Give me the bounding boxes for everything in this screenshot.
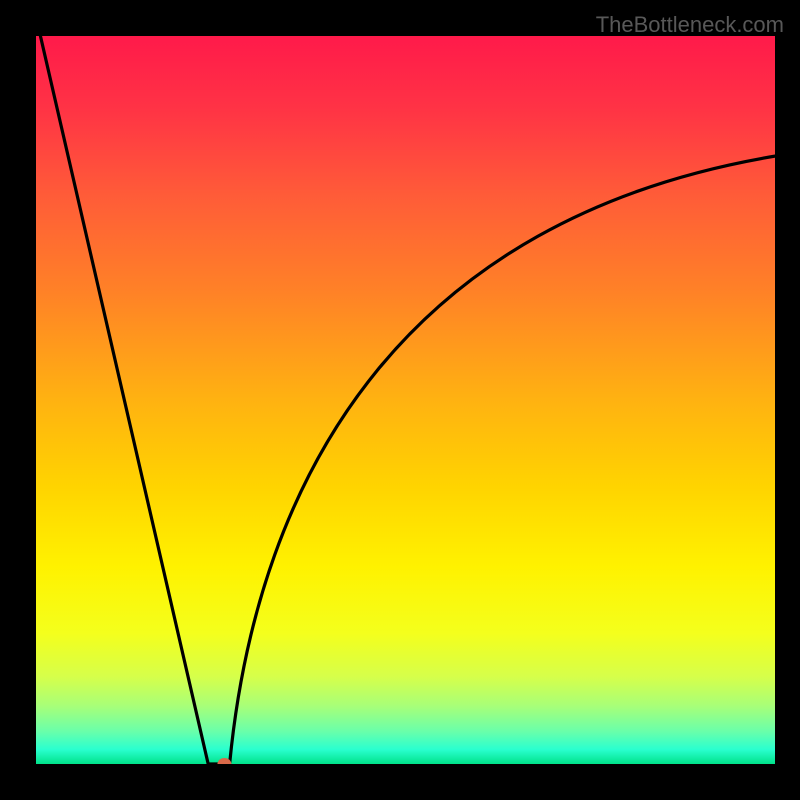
- watermark-text: TheBottleneck.com: [596, 12, 784, 38]
- bottleneck-curve: [40, 36, 775, 764]
- plot-area: [36, 36, 775, 764]
- curve-layer: [36, 36, 775, 764]
- chart-stage: TheBottleneck.com: [0, 0, 800, 800]
